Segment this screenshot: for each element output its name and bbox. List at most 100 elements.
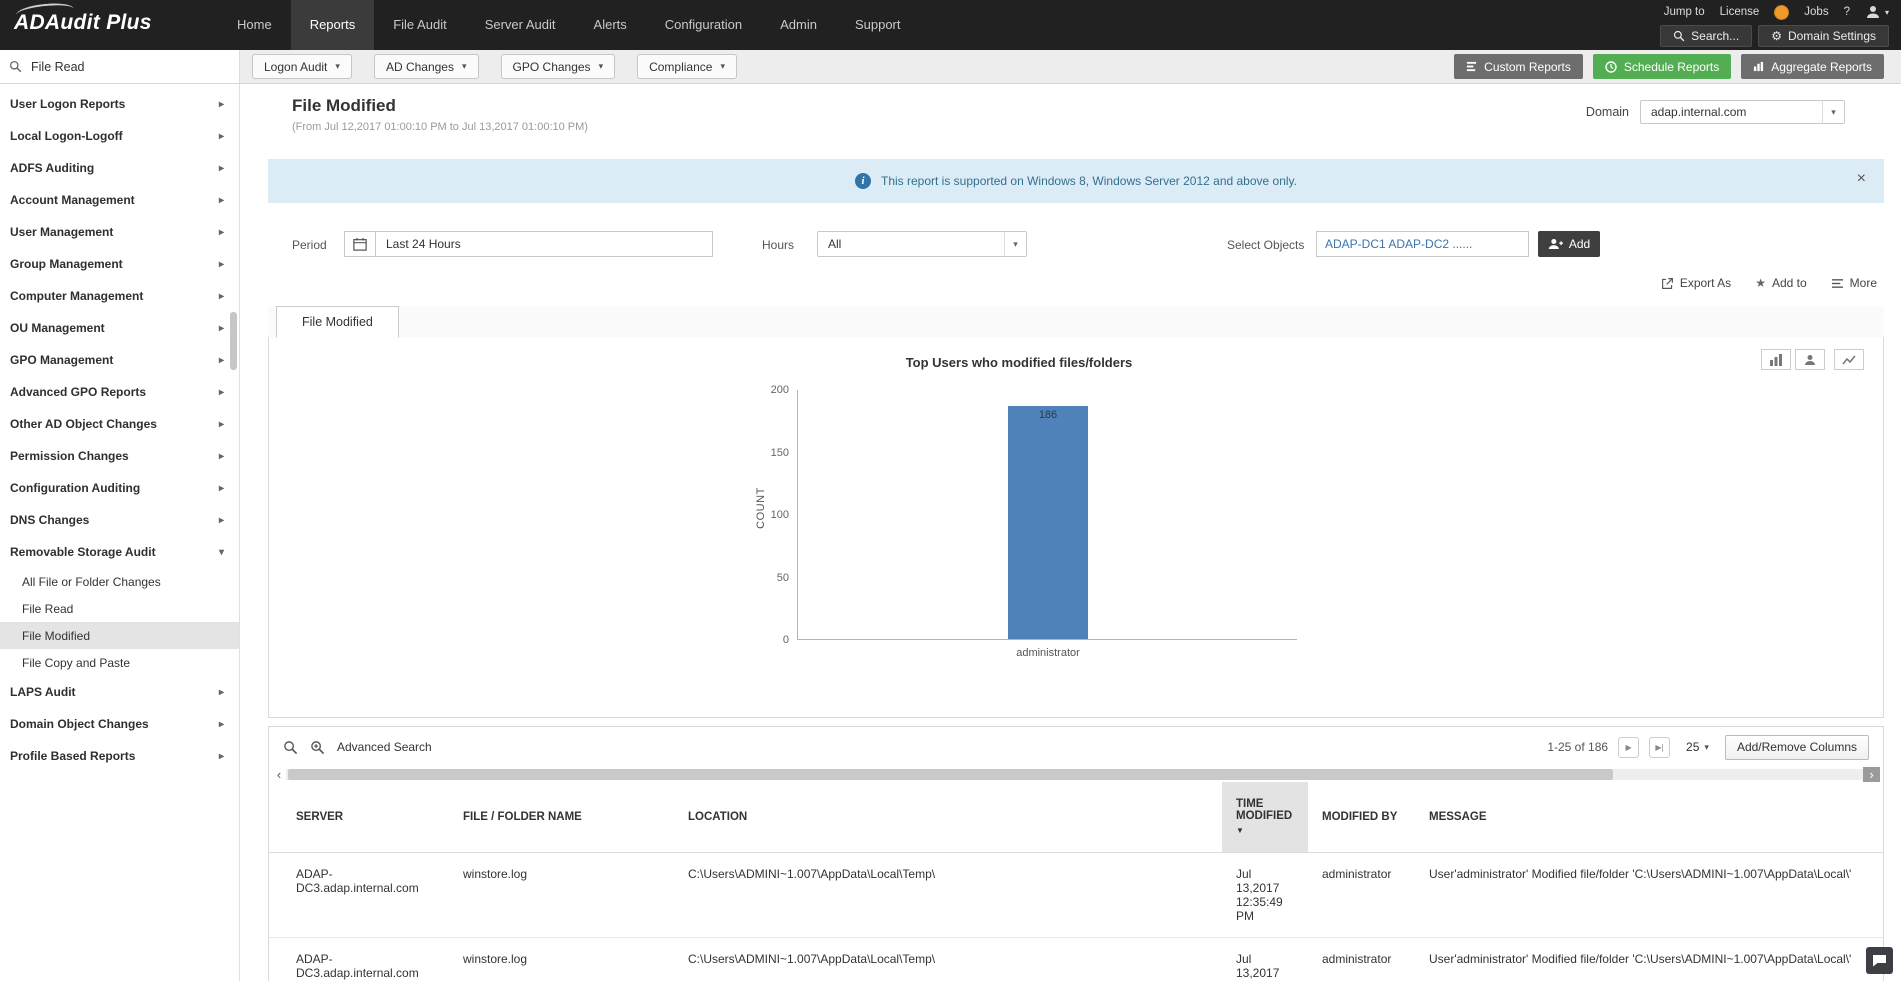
add-to-link[interactable]: ★ Add to — [1755, 276, 1806, 290]
reports-sidebar: User Logon Reports▸ Local Logon-Logoff▸ … — [0, 84, 240, 981]
compliance-dropdown[interactable]: Compliance ▾ — [637, 54, 737, 79]
more-icon — [1831, 278, 1844, 289]
global-search-label: Search... — [1691, 29, 1739, 43]
nav-reports[interactable]: Reports — [291, 0, 375, 50]
export-as-link[interactable]: Export As — [1661, 276, 1731, 290]
sidebar-item-file-modified[interactable]: File Modified — [0, 622, 239, 649]
nav-file-audit[interactable]: File Audit — [374, 0, 465, 50]
notification-icon[interactable] — [1774, 5, 1789, 20]
scroll-right-icon[interactable]: › — [1863, 767, 1880, 782]
chart-bar-administrator[interactable]: 186 — [1008, 406, 1088, 639]
column-header-location[interactable]: LOCATION — [674, 782, 1222, 852]
nav-server-audit[interactable]: Server Audit — [466, 0, 575, 50]
column-header-message[interactable]: MESSAGE — [1415, 782, 1883, 852]
sidebar-item-user-management[interactable]: User Management▸ — [0, 216, 239, 248]
nav-home[interactable]: Home — [218, 0, 291, 50]
tab-file-modified[interactable]: File Modified — [276, 306, 399, 338]
column-search-icon[interactable] — [283, 740, 298, 755]
global-search-button[interactable]: Search... — [1660, 25, 1752, 47]
sidebar-item-account-management[interactable]: Account Management▸ — [0, 184, 239, 216]
sidebar-item-label: Profile Based Reports — [10, 749, 135, 763]
bar-chart-view-icon[interactable] — [1761, 349, 1791, 370]
hours-label: Hours — [762, 238, 794, 252]
page-title: File Modified — [292, 96, 396, 116]
chart-view-switcher — [1761, 349, 1864, 370]
sidebar-item-label: LAPS Audit — [10, 685, 76, 699]
nav-admin[interactable]: Admin — [761, 0, 836, 50]
scroll-left-icon[interactable]: ‹ — [272, 767, 286, 782]
column-header-server[interactable]: SERVER — [269, 782, 449, 852]
advanced-search-link[interactable]: Advanced Search — [337, 740, 432, 754]
line-chart-view-icon[interactable] — [1834, 349, 1864, 370]
user-summary-view-icon[interactable] — [1795, 349, 1825, 370]
license-link[interactable]: License — [1720, 6, 1760, 18]
scrollbar-track[interactable] — [286, 769, 1863, 780]
jobs-link[interactable]: Jobs — [1804, 6, 1828, 18]
sidebar-item-local-logon-logoff[interactable]: Local Logon-Logoff▸ — [0, 120, 239, 152]
sidebar-item-adfs-auditing[interactable]: ADFS Auditing▸ — [0, 152, 239, 184]
chevron-right-icon: ▸ — [219, 387, 224, 398]
sidebar-item-other-ad-object-changes[interactable]: Other AD Object Changes▸ — [0, 408, 239, 440]
last-page-button[interactable]: ▶| — [1649, 737, 1670, 758]
nav-support[interactable]: Support — [836, 0, 920, 50]
select-objects-field[interactable]: ADAP-DC1 ADAP-DC2 ...... — [1316, 231, 1529, 257]
chevron-right-icon: ▸ — [219, 99, 224, 110]
sidebar-item-group-management[interactable]: Group Management▸ — [0, 248, 239, 280]
add-objects-button[interactable]: Add — [1538, 231, 1600, 257]
chevron-down-icon: ▾ — [462, 61, 467, 72]
sort-desc-icon[interactable]: ▼ — [1236, 826, 1308, 835]
sidebar-item-computer-management[interactable]: Computer Management▸ — [0, 280, 239, 312]
column-header-label: TIME MODIFIED — [1236, 798, 1292, 822]
add-remove-columns-button[interactable]: Add/Remove Columns — [1725, 735, 1869, 760]
schedule-reports-button[interactable]: Schedule Reports — [1593, 54, 1731, 79]
main-nav: Home Reports File Audit Server Audit Ale… — [218, 0, 920, 50]
sidebar-item-domain-object-changes[interactable]: Domain Object Changes▸ — [0, 708, 239, 740]
custom-reports-button[interactable]: Custom Reports — [1454, 54, 1583, 79]
sidebar-item-file-copy-and-paste[interactable]: File Copy and Paste — [0, 649, 239, 676]
sidebar-item-laps-audit[interactable]: LAPS Audit▸ — [0, 676, 239, 708]
nav-configuration[interactable]: Configuration — [646, 0, 761, 50]
hours-select[interactable]: All ▾ — [817, 231, 1027, 257]
calendar-icon[interactable] — [344, 231, 376, 257]
sidebar-item-permission-changes[interactable]: Permission Changes▸ — [0, 440, 239, 472]
chat-widget-button[interactable] — [1866, 947, 1893, 974]
column-header-file-folder-name[interactable]: FILE / FOLDER NAME — [449, 782, 674, 852]
sidebar-item-gpo-management[interactable]: GPO Management▸ — [0, 344, 239, 376]
app-logo: ADAudit Plus — [14, 11, 152, 35]
logon-audit-dropdown[interactable]: Logon Audit ▾ — [252, 54, 352, 79]
more-link[interactable]: More — [1831, 276, 1877, 290]
nav-alerts[interactable]: Alerts — [575, 0, 646, 50]
aggregate-reports-label: Aggregate Reports — [1771, 60, 1872, 74]
sidebar-item-configuration-auditing[interactable]: Configuration Auditing▸ — [0, 472, 239, 504]
sidebar-item-profile-based-reports[interactable]: Profile Based Reports▸ — [0, 740, 239, 772]
next-page-button[interactable]: ▶ — [1618, 737, 1639, 758]
domain-select[interactable]: adap.internal.com ▾ — [1640, 100, 1845, 124]
sidebar-item-dns-changes[interactable]: DNS Changes▸ — [0, 504, 239, 536]
gpo-changes-dropdown[interactable]: GPO Changes ▾ — [501, 54, 616, 79]
close-icon[interactable]: × — [1857, 171, 1866, 187]
jump-to-link[interactable]: Jump to — [1664, 6, 1705, 18]
table-row[interactable]: ADAP-DC3.adap.internal.com winstore.log … — [269, 937, 1883, 981]
ad-changes-dropdown[interactable]: AD Changes ▾ — [374, 54, 479, 79]
scrollbar-thumb[interactable] — [288, 769, 1613, 780]
report-search-input[interactable] — [31, 60, 216, 74]
help-link[interactable]: ? — [1844, 6, 1850, 18]
domain-settings-button[interactable]: ⚙ Domain Settings — [1758, 25, 1889, 47]
aggregate-reports-button[interactable]: Aggregate Reports — [1741, 54, 1884, 79]
sidebar-item-removable-storage-audit[interactable]: Removable Storage Audit▾ — [0, 536, 239, 568]
sidebar-scrollbar[interactable] — [230, 312, 237, 370]
page-size-dropdown[interactable]: 25 ▾ — [1686, 740, 1709, 754]
sidebar-item-ou-management[interactable]: OU Management▸ — [0, 312, 239, 344]
user-menu[interactable]: ▾ — [1865, 4, 1889, 20]
column-header-time-modified[interactable]: TIME MODIFIED ▼ — [1222, 782, 1308, 852]
period-input[interactable]: Last 24 Hours — [376, 231, 713, 257]
sidebar-item-label: Local Logon-Logoff — [10, 129, 123, 143]
topbar-links: Jump to License Jobs ? ▾ — [1664, 2, 1889, 22]
column-header-modified-by[interactable]: MODIFIED BY — [1308, 782, 1415, 852]
table-row[interactable]: ADAP-DC3.adap.internal.com winstore.log … — [269, 852, 1883, 937]
sidebar-item-user-logon-reports[interactable]: User Logon Reports▸ — [0, 88, 239, 120]
sidebar-item-file-read[interactable]: File Read — [0, 595, 239, 622]
advanced-search-icon[interactable] — [310, 740, 325, 755]
sidebar-item-advanced-gpo-reports[interactable]: Advanced GPO Reports▸ — [0, 376, 239, 408]
sidebar-item-all-file-or-folder-changes[interactable]: All File or Folder Changes — [0, 568, 239, 595]
